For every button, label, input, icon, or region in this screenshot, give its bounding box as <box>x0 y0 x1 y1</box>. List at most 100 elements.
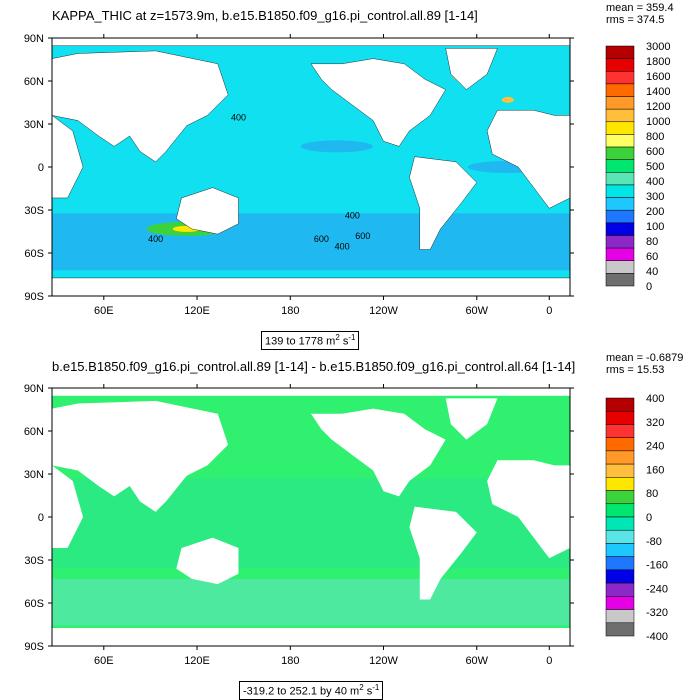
colorbar-label: 300 <box>646 191 664 203</box>
colorbar-label: 3000 <box>646 41 670 53</box>
colorbar-label: 100 <box>646 221 664 233</box>
pacific-band <box>300 140 373 153</box>
greenland-landmass <box>445 398 498 440</box>
colorbar-label: -80 <box>646 536 662 548</box>
colorbar-label: -320 <box>646 607 668 619</box>
lat-tick-label: 0 <box>38 162 44 174</box>
lat-tick-label: 30S <box>24 205 44 217</box>
colorbar-label: 1000 <box>646 116 670 128</box>
southern-band <box>52 578 570 626</box>
namerica-landmass <box>311 408 446 497</box>
colorbar-swatch <box>605 582 635 597</box>
lat-tick-label: 90S <box>24 641 44 653</box>
contour-label: 400 <box>345 211 360 221</box>
colorbar-label: 1400 <box>646 86 670 98</box>
colorbar-swatch <box>605 543 635 557</box>
colorbar-swatch <box>605 247 635 261</box>
colorbar-label: 400 <box>646 393 664 405</box>
colorbar-label: 400 <box>646 176 664 188</box>
panel-1-range-tail: s <box>339 335 349 348</box>
colorbar-swatch <box>605 260 635 274</box>
colorbar-swatch <box>605 184 635 198</box>
contour-label: 600 <box>355 231 370 241</box>
colorbar-label: 60 <box>646 251 658 263</box>
colorbar-swatch <box>605 596 635 610</box>
lon-tick-label: 120W <box>369 655 398 667</box>
colorbar-label: 1600 <box>646 71 670 83</box>
colorbar-label: 800 <box>646 131 664 143</box>
colorbar-swatch <box>605 477 635 491</box>
eurasia-landmass <box>51 50 229 163</box>
lat-tick-label: 0 <box>38 512 44 524</box>
colorbar-swatch <box>605 410 635 425</box>
colorbar-label: 1800 <box>646 56 670 68</box>
panel-2-mean: mean = -0.6879 <box>606 352 684 364</box>
lat-tick-label: 60N <box>24 426 44 438</box>
southern-ocean-band <box>52 213 570 271</box>
colorbar-swatch <box>605 463 635 478</box>
namerica-landmass <box>310 58 446 147</box>
panel-1-stats: mean = 359.4 rms = 374.5 <box>606 2 674 26</box>
lon-tick-label: 60W <box>465 305 488 317</box>
lat-tick-label: 90N <box>24 383 44 395</box>
panel-1-range-label: 139 to 1778 m2 s-1 <box>261 331 360 350</box>
colorbar-label: 0 <box>646 281 652 293</box>
contour-label: 600 <box>314 234 329 244</box>
colorbar-label: 500 <box>646 161 664 173</box>
africa_west-landmass <box>487 460 570 559</box>
lon-tick-label: 60W <box>465 655 488 667</box>
lat-tick-label: 60N <box>24 76 44 88</box>
africa_east-landmass <box>52 465 84 548</box>
colorbar-swatch <box>605 209 635 224</box>
colorbar-label: 1200 <box>646 101 670 113</box>
greenland-landmass <box>445 48 498 90</box>
panel-1-range-exp2: -1 <box>348 333 356 342</box>
colorbar-swatch <box>605 450 635 465</box>
colorbar-swatch <box>605 197 635 211</box>
colorbar-label: 0 <box>646 512 652 524</box>
panel-2-range-text: -319.2 to 252.1 by 40 m <box>243 685 360 698</box>
colorbar-label: 80 <box>646 236 658 248</box>
colorbar-label: 40 <box>646 266 658 278</box>
colorbar-swatch <box>605 273 635 287</box>
lon-tick-label: 120E <box>184 305 210 317</box>
lon-tick-label: 180 <box>281 655 299 667</box>
lon-tick-label: 0 <box>546 655 552 667</box>
panel-1-range-exp: 2 <box>335 333 340 342</box>
colorbar-swatch <box>605 58 635 72</box>
lat-tick-label: 30S <box>24 555 44 567</box>
colorbar-swatch <box>605 235 635 249</box>
colorbar-label: 80 <box>646 488 658 500</box>
panel-2-colorbar: 400 320 240 160 80 0 -80 -160 -240 -320 -400 <box>605 393 668 643</box>
lat-tick-label: 30N <box>24 469 44 481</box>
contour-label: 400 <box>148 234 163 244</box>
samerica-landmass <box>409 506 477 600</box>
colorbar-swatch <box>605 45 635 59</box>
samerica-landmass <box>409 156 478 250</box>
colorbar-swatch <box>605 222 635 236</box>
colorbar-swatch <box>605 569 635 584</box>
colorbar-swatch <box>605 121 635 135</box>
colorbar-swatch <box>605 516 635 531</box>
colorbar-swatch <box>605 83 635 97</box>
colorbar-swatch <box>605 397 635 412</box>
lat-tick-label: 60S <box>24 248 44 260</box>
colorbar-swatch <box>605 424 635 438</box>
colorbar-swatch <box>605 134 635 148</box>
colorbar-swatch <box>605 96 635 110</box>
colorbar-swatch <box>605 172 635 186</box>
antarctica-landmass <box>52 627 570 646</box>
panel-2-range-tail: s <box>363 685 373 698</box>
eurasia-landmass <box>52 400 229 512</box>
antarctica-landmass <box>51 277 571 297</box>
colorbar-label: 600 <box>646 146 664 158</box>
panel-2-stats: mean = -0.6879 rms = 15.53 <box>606 352 683 376</box>
colorbar-swatch <box>605 71 635 85</box>
panel-1-title: KAPPA_THIC at z=1573.9m, b.e15.B1850.f09… <box>52 8 478 23</box>
colorbar-label: 200 <box>646 206 664 218</box>
colorbar-label: -400 <box>646 631 668 643</box>
panel-2-title: b.e15.B1850.f09_g16.pi_control.all.89 [1… <box>52 359 576 374</box>
panel-2-range-exp: 2 <box>359 683 364 692</box>
